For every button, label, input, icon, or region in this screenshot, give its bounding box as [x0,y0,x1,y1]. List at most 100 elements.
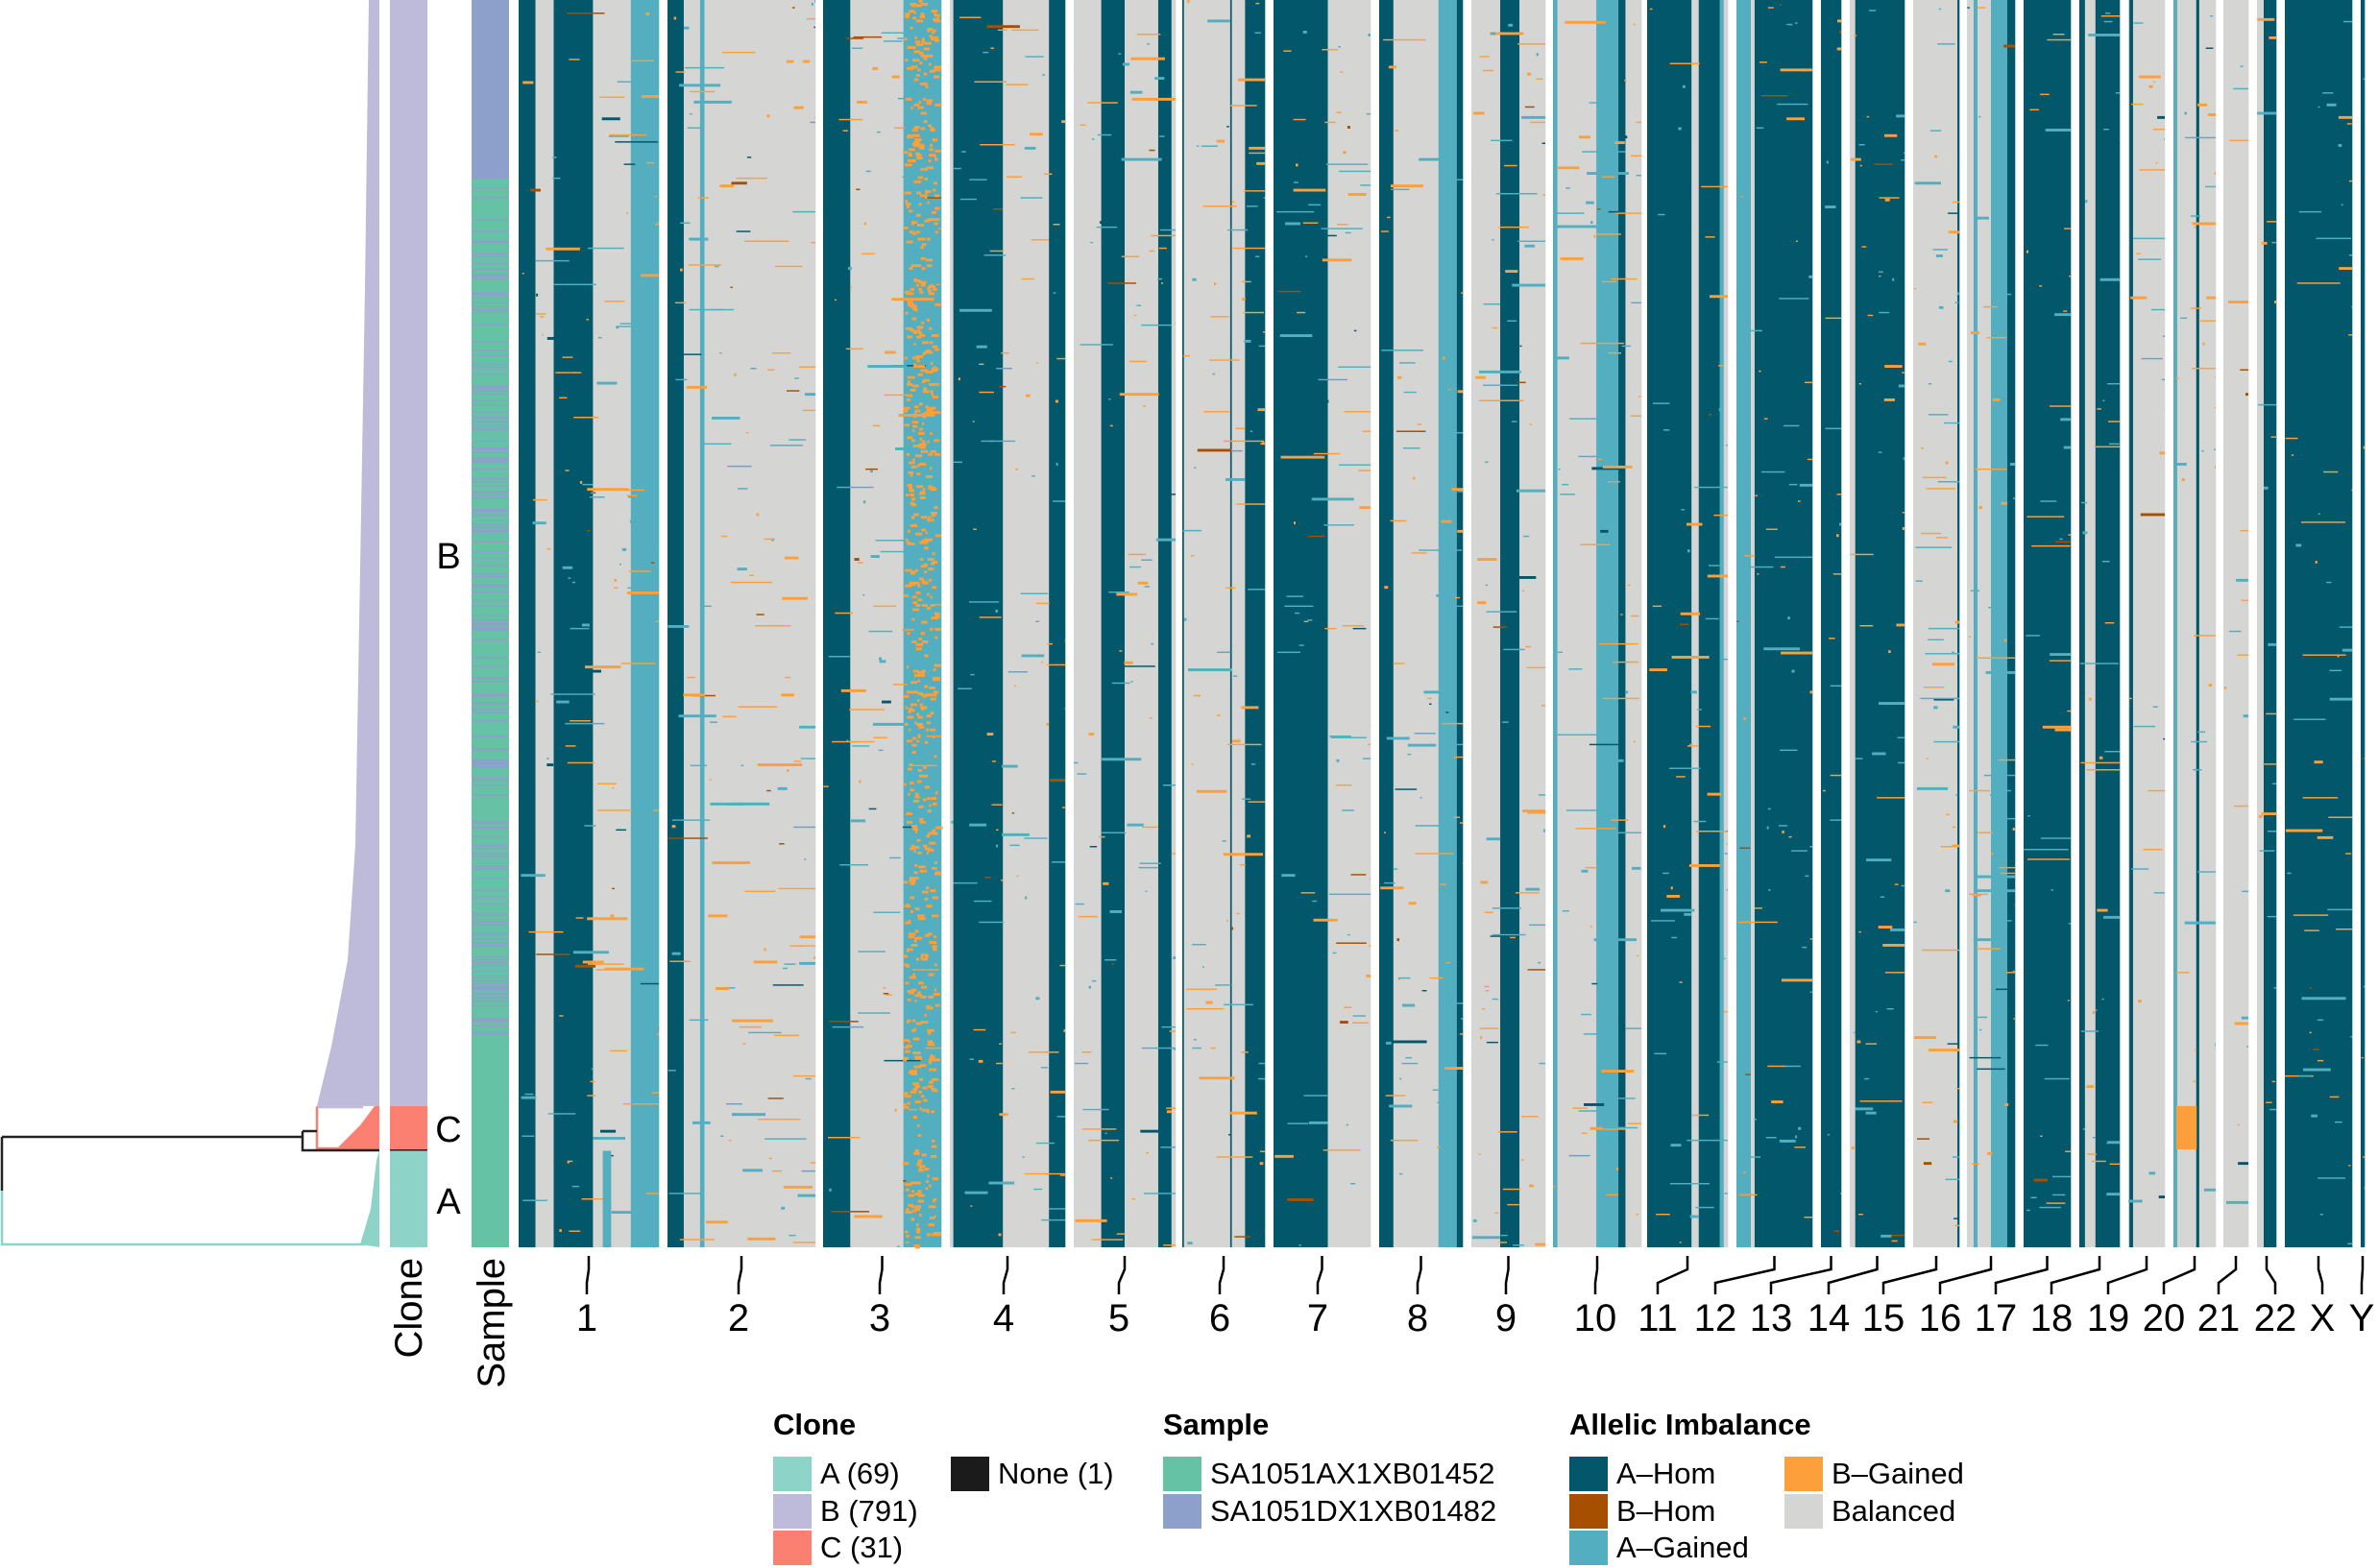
segment-balanced [1183,0,1231,1247]
cell-streak [883,993,889,995]
cell-speckle [928,124,932,128]
cell-streak [823,785,829,787]
cell-speckle [926,1180,930,1184]
segment-a-hom [1101,0,1126,1247]
cell-speckle [907,632,910,636]
cell-streak [1508,23,1514,27]
cell-streak [2309,1031,2312,1034]
cell-speckle [912,601,917,605]
cell-speckle [933,1058,940,1062]
cell-speckle [909,489,915,493]
cell-streak [569,374,584,376]
cell-streak [1035,1142,1055,1145]
cell-streak [1686,745,1698,747]
cell-streak [1461,1018,1463,1020]
cell-streak [1233,675,1238,677]
cell-streak [1154,77,1165,81]
cell-speckle [927,1233,932,1237]
cell-speckle [930,467,933,470]
cell-streak [680,222,691,224]
cell-streak [1033,1188,1043,1191]
sample-row-dx [472,979,509,982]
cell-streak [1139,862,1161,864]
cell-streak [676,353,702,355]
segment-a-hom [1456,0,1464,1247]
cell-streak [1244,339,1251,343]
cell-speckle [930,432,933,435]
sample-row-dx [472,302,509,304]
sample-row-dx [472,1018,509,1020]
cell-streak [683,693,705,697]
cell-speckle [918,671,925,674]
sample-row-dx [472,820,509,823]
cell-speckle [906,1044,912,1048]
cell-streak [1783,424,1800,427]
cell-speckle [920,673,926,677]
cell-streak [1595,233,1621,235]
cell-streak [1369,945,1371,947]
cell-streak [2152,706,2158,708]
cell-speckle [922,390,930,394]
cell-streak [719,184,735,188]
cell-streak [595,969,623,971]
sample-row-dx [472,524,509,526]
cell-streak [569,1230,581,1232]
cell-streak [1933,706,1938,710]
cell-speckle [931,1110,935,1114]
cell-streak [764,538,775,541]
cell-streak [1535,1242,1545,1246]
cell-streak [1053,500,1065,502]
cell-streak [1652,605,1662,608]
cell-streak [2133,22,2144,24]
cell-speckle [918,432,925,435]
cell-speckle [914,1085,920,1089]
cell-streak [884,1059,921,1062]
legend-label: None (1) [998,1457,1114,1490]
sample-row-dx [472,763,509,765]
cell-streak [1294,181,1298,183]
sample-row-dx [472,308,509,311]
cell-speckle [929,1184,932,1188]
cell-streak [1257,408,1265,412]
cell-streak [2298,210,2322,213]
cell-streak [787,769,789,772]
cell-streak [1146,1152,1149,1154]
cell-speckle [916,157,923,160]
segment-balanced [950,0,954,1247]
cell-streak [2131,868,2149,870]
cell-speckle [908,380,910,384]
cell-speckle [928,995,934,999]
chromosome-tick [1769,1256,1832,1294]
sample-row-dx [472,921,509,924]
cell-speckle [908,1203,913,1207]
cell-streak [1258,345,1265,348]
cell-speckle [904,905,911,908]
cell-streak [1993,871,1997,875]
cell-streak [970,673,975,676]
cell-speckle [919,463,927,466]
cell-streak [2133,725,2156,728]
cell-streak [1249,152,1265,155]
cell-streak [1696,831,1728,832]
cell-streak [1756,127,1764,129]
cell-streak [804,393,815,397]
cell-streak [1099,835,1105,838]
cell-streak [2109,1163,2120,1166]
cell-streak [1539,1062,1545,1065]
cell-streak [1765,528,1778,530]
cell-speckle [923,41,930,45]
sample-row-dx [472,197,509,199]
cell-streak [2267,915,2276,918]
sample-row-dx [472,573,509,575]
cell-streak [2027,815,2030,817]
segment-balanced [850,0,904,1247]
cell-streak [2115,92,2120,94]
cell-streak [1050,1090,1065,1094]
cell-speckle [911,1190,914,1194]
chromosome-column-17 [2024,0,2072,1247]
cell-speckle [912,581,920,585]
cell-streak [1187,1242,1193,1245]
cell-streak [1779,825,1788,827]
cell-streak [1529,423,1532,425]
cell-streak [1183,617,1187,621]
